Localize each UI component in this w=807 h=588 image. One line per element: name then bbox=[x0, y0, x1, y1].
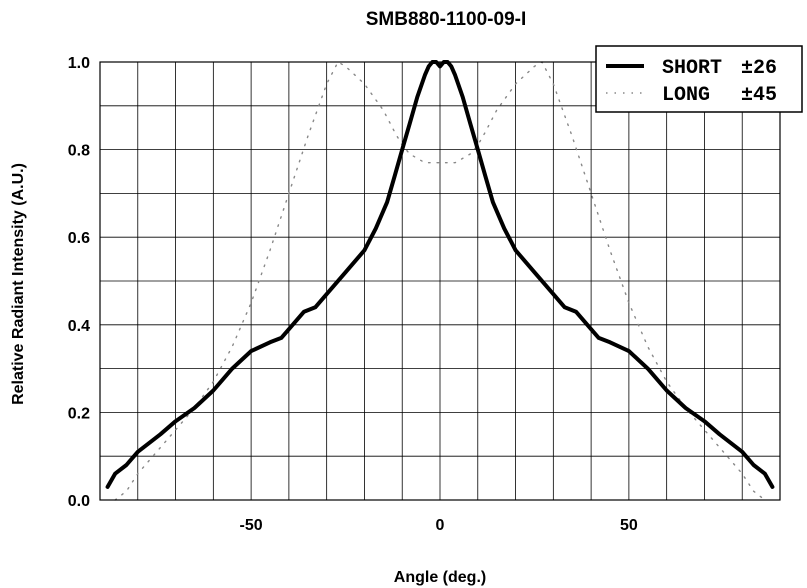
y-tick-label: 1.0 bbox=[68, 55, 90, 72]
legend-label-long: LONG bbox=[662, 84, 710, 107]
x-tick-label: 0 bbox=[436, 517, 445, 534]
legend-label-short: SHORT bbox=[662, 57, 722, 80]
y-tick-label: 0.8 bbox=[68, 143, 90, 160]
legend-value-long: ±45 bbox=[741, 84, 777, 107]
y-tick-labels: 0.0 0.2 0.4 0.6 0.8 1.0 bbox=[68, 55, 90, 510]
y-tick-label: 0.6 bbox=[68, 230, 90, 247]
legend-value-short: ±26 bbox=[741, 57, 777, 80]
y-tick-label: 0.4 bbox=[68, 318, 90, 335]
plot-frame bbox=[99, 61, 781, 501]
series-line-long bbox=[114, 61, 766, 501]
x-axis-label: Angle (deg.) bbox=[394, 569, 486, 586]
x-tick-label: -50 bbox=[240, 517, 263, 534]
chart-title: SMB880-1100-09-I bbox=[366, 9, 527, 30]
y-axis-label: Relative Radiant Intensity (A.U.) bbox=[10, 163, 27, 405]
y-tick-label: 0.0 bbox=[68, 493, 90, 510]
series-line-short bbox=[105, 60, 775, 489]
series-group bbox=[105, 60, 775, 501]
legend: SHORT ±26 LONG ±45 bbox=[595, 45, 803, 113]
x-tick-label: 50 bbox=[620, 517, 638, 534]
x-tick-labels: -50 0 50 bbox=[240, 517, 638, 534]
grid-lines bbox=[100, 62, 780, 500]
legend-box bbox=[595, 45, 803, 113]
y-tick-label: 0.2 bbox=[68, 405, 90, 422]
